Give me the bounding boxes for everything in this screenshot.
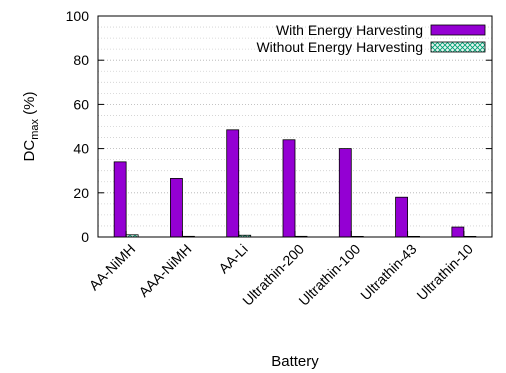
x-tick-label: Ultrathin-10 xyxy=(413,241,476,304)
legend-label: With Energy Harvesting xyxy=(276,22,423,38)
x-tick-label: AA-NiMH xyxy=(86,241,139,294)
y-axis-label-unit: (%) xyxy=(21,92,38,120)
bar-with-harvesting xyxy=(226,129,240,238)
bar-with-harvesting xyxy=(451,226,465,238)
legend-swatch xyxy=(430,24,486,36)
x-tick-label: AAA-NiMH xyxy=(135,241,194,300)
y-tick-label: 60 xyxy=(73,96,89,112)
bar-with-harvesting xyxy=(282,139,296,238)
y-tick-label: 40 xyxy=(73,141,89,157)
y-tick-label: 20 xyxy=(73,185,89,201)
legend-swatch xyxy=(430,41,486,53)
y-axis-label: DCmax (%) xyxy=(21,92,41,162)
y-axis-label-main: DC xyxy=(21,140,38,162)
bar-with-harvesting xyxy=(395,196,408,238)
x-tick-label: Ultrathin-43 xyxy=(357,241,420,304)
y-axis-label-sub: max xyxy=(29,119,41,140)
x-tick-label: AA-Li xyxy=(215,241,251,277)
bars xyxy=(113,129,477,238)
x-axis-label: Battery xyxy=(271,353,319,370)
bar-with-harvesting xyxy=(338,148,352,238)
bar-with-harvesting xyxy=(113,161,127,238)
y-tick-label: 0 xyxy=(81,229,89,245)
y-tick-label: 100 xyxy=(66,8,90,24)
bar-with-harvesting xyxy=(170,178,183,238)
legend-label: Without Energy Harvesting xyxy=(256,39,423,55)
y-tick-label: 80 xyxy=(73,52,89,68)
